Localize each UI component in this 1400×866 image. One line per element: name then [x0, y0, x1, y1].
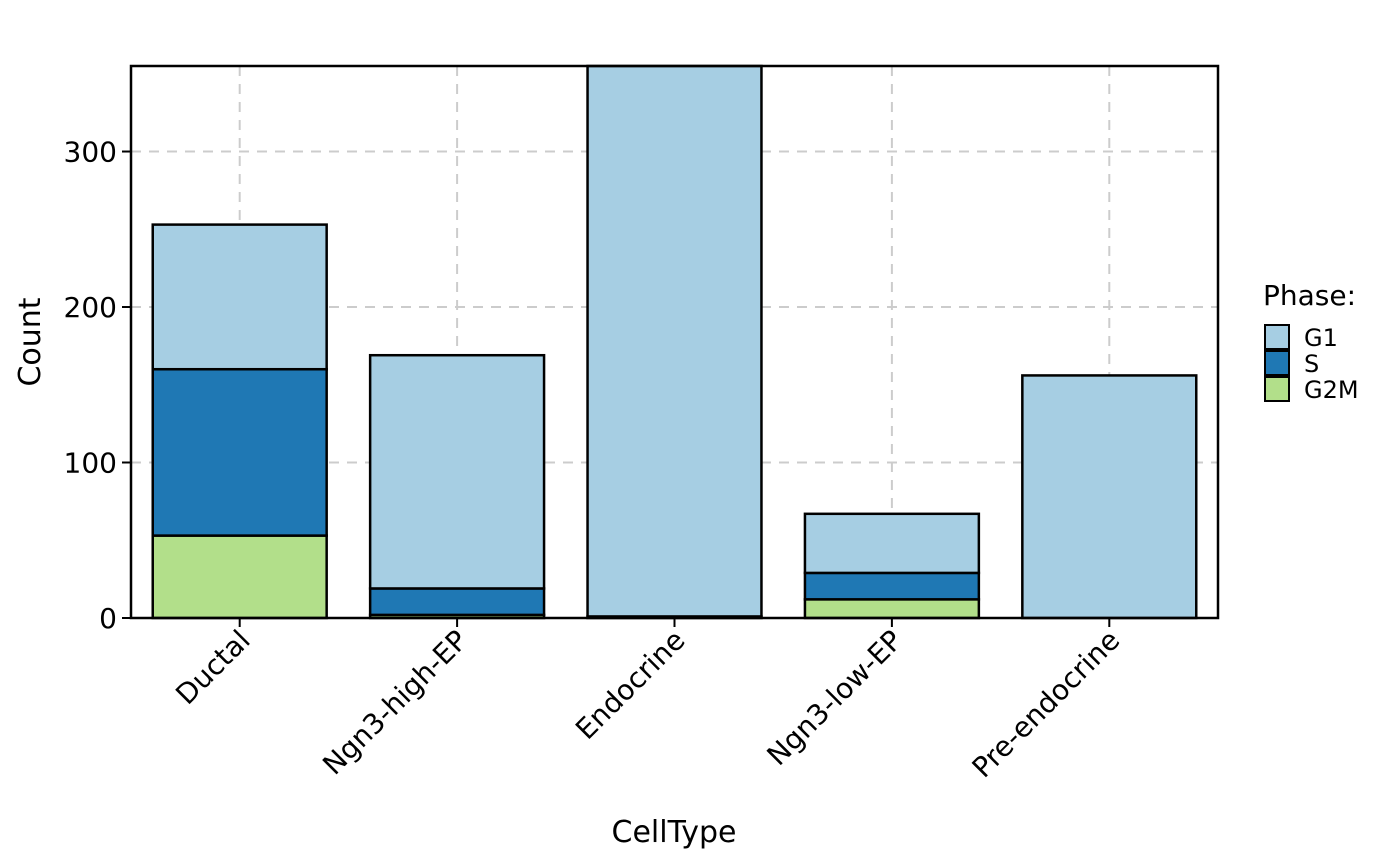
bar-segment-g2m: [803, 598, 981, 620]
bar-segment-g1: [368, 353, 546, 590]
x-axis-title: CellType: [612, 815, 737, 850]
legend-swatch-g2m: [1264, 376, 1290, 402]
bar-segment-g1: [803, 512, 981, 575]
legend-label-g1: G1: [1304, 324, 1338, 352]
x-tick-label: Ductal: [169, 624, 256, 711]
bars-layer: [151, 64, 1198, 620]
y-tick-label: 300: [64, 136, 117, 169]
y-tick-label: 100: [64, 447, 117, 480]
bar-segment-s: [803, 571, 981, 601]
bar-segment-s: [151, 367, 328, 537]
y-tick-label: 0: [99, 602, 117, 635]
x-axis: Ductal Ngn3-high-EP Endocrine Ngn3-low-EP Pr…: [169, 618, 1126, 784]
legend-label-s: S: [1304, 350, 1319, 378]
legend-title: Phase:: [1263, 279, 1356, 312]
x-tick-label: Ngn3-high-EP: [316, 624, 474, 782]
bar-segment-g1: [151, 223, 328, 371]
x-tick-label: Ngn3-low-EP: [760, 624, 908, 772]
y-tick-label: 200: [64, 291, 117, 324]
bar-segment-g2m: [151, 534, 328, 620]
legend-swatch-g1: [1264, 324, 1290, 350]
y-axis-title: Count: [13, 297, 48, 386]
legend-swatch-s: [1264, 350, 1290, 376]
y-axis: 0 100 200 300: [64, 136, 131, 635]
bar-segment-g1: [1021, 374, 1198, 620]
bar-segment-g1: [586, 64, 763, 618]
x-tick-label: Endocrine: [569, 624, 691, 746]
bar-segment-s: [368, 587, 546, 617]
legend-label-g2m: G2M: [1304, 376, 1359, 404]
x-tick-label: Pre-endocrine: [966, 624, 1127, 785]
